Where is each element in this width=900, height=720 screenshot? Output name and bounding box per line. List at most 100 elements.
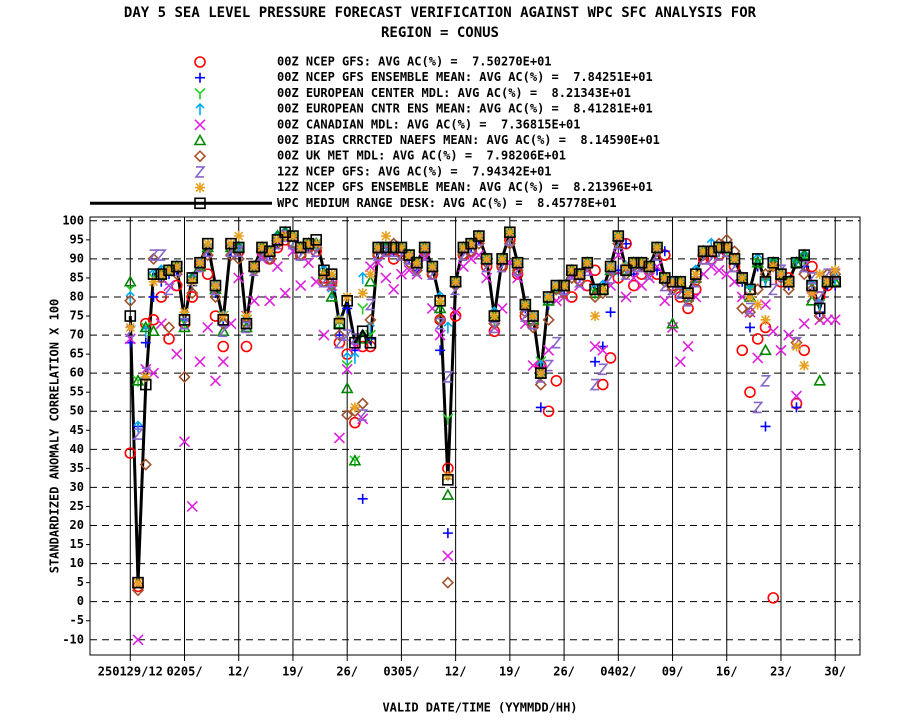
- data-point: [279, 287, 291, 299]
- data-point: [241, 311, 252, 322]
- data-point: [186, 500, 198, 513]
- y-tick-label: 40: [70, 442, 84, 456]
- data-point: [348, 405, 362, 418]
- data-point: [775, 268, 787, 280]
- data-point: [125, 290, 135, 303]
- data-point: [195, 257, 205, 268]
- data-point: [644, 261, 655, 272]
- legend-marker: [194, 166, 206, 178]
- data-point: [178, 314, 191, 326]
- x-axis-label: VALID DATE/TIME (YYMMDD/HH): [382, 701, 577, 715]
- data-point: [186, 287, 199, 300]
- legend-label: 00Z EUROPEAN CNTR ENS MEAN: AVG AC(%) = …: [277, 102, 653, 116]
- data-point: [380, 231, 391, 242]
- data-point: [589, 264, 601, 277]
- data-point: [597, 378, 609, 391]
- data-point: [736, 302, 749, 315]
- x-tick-label: 26/: [336, 665, 358, 679]
- data-point: [442, 528, 453, 539]
- data-point: [124, 447, 137, 459]
- data-point: [133, 420, 143, 433]
- data-point: [186, 291, 199, 303]
- data-point: [813, 302, 826, 315]
- data-point: [666, 275, 679, 288]
- data-point: [566, 265, 577, 276]
- data-point: [170, 260, 183, 273]
- data-point: [790, 256, 803, 269]
- data-point: [458, 242, 469, 253]
- data-point: [480, 253, 493, 265]
- data-point: [216, 324, 230, 337]
- data-point: [798, 318, 810, 330]
- y-tick-label: 75: [70, 309, 84, 323]
- data-point: [318, 269, 329, 280]
- data-point: [744, 386, 756, 399]
- data-point: [743, 306, 757, 319]
- data-point: [240, 340, 253, 353]
- data-point: [441, 488, 455, 500]
- data-point: [581, 279, 594, 292]
- data-point: [597, 363, 609, 376]
- data-point: [147, 324, 160, 337]
- data-point: [441, 576, 455, 589]
- data-point: [566, 264, 578, 277]
- data-point: [620, 291, 632, 303]
- y-tick-label: 65: [70, 347, 84, 361]
- data-point: [550, 336, 563, 349]
- data-point: [201, 248, 214, 262]
- data-point: [178, 370, 191, 384]
- data-point: [481, 272, 493, 284]
- data-point: [325, 279, 338, 292]
- data-point: [790, 256, 803, 268]
- data-point: [179, 307, 190, 318]
- data-point: [559, 280, 570, 291]
- legend-marker: [194, 119, 206, 131]
- y-tick-label: 15: [70, 537, 84, 551]
- data-point: [442, 470, 453, 481]
- y-tick-label: 80: [70, 289, 84, 303]
- data-point: [271, 234, 284, 246]
- legend-label: 00Z NCEP GFS ENSEMBLE MEAN: AVG AC(%) = …: [277, 70, 653, 84]
- data-point: [542, 405, 555, 418]
- data-point: [232, 241, 245, 254]
- data-point: [139, 458, 152, 471]
- x-tick-label: 0402/: [600, 665, 636, 679]
- data-point: [675, 276, 686, 287]
- data-point: [210, 280, 221, 291]
- data-point: [232, 252, 245, 266]
- data-point: [597, 283, 609, 296]
- data-point: [318, 329, 330, 341]
- data-point: [233, 231, 244, 242]
- data-point: [736, 344, 749, 357]
- data-point: [342, 351, 352, 364]
- data-point: [356, 325, 369, 338]
- data-point: [133, 577, 144, 588]
- data-point: [225, 237, 237, 250]
- data-point: [582, 257, 593, 268]
- data-point: [706, 246, 717, 257]
- data-point: [357, 493, 368, 504]
- data-point: [799, 360, 810, 371]
- data-point: [605, 307, 616, 318]
- data-point: [806, 288, 817, 299]
- data-point: [217, 314, 230, 326]
- data-point: [148, 291, 159, 302]
- data-point: [759, 275, 772, 288]
- x-tick-label: 09/: [662, 665, 684, 679]
- data-point: [697, 245, 710, 258]
- data-point: [325, 290, 339, 302]
- data-point: [790, 390, 803, 402]
- data-point: [604, 352, 617, 364]
- data-point: [658, 272, 671, 284]
- legend-marker: [193, 150, 207, 163]
- data-point: [187, 276, 198, 287]
- data-point: [178, 436, 191, 448]
- data-point: [163, 333, 175, 345]
- data-point: [357, 413, 369, 425]
- data-point: [263, 252, 276, 266]
- data-point: [550, 279, 563, 292]
- data-point: [713, 241, 725, 254]
- data-point: [588, 290, 602, 304]
- data-point: [295, 279, 307, 292]
